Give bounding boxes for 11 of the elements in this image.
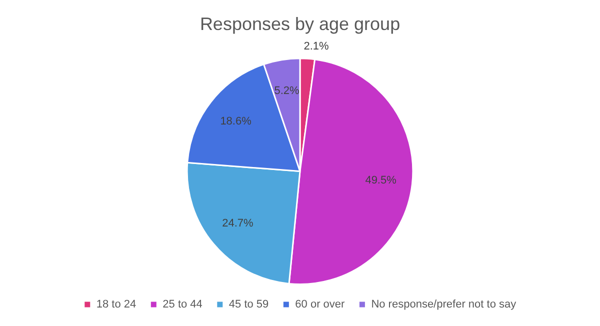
- legend-label: 45 to 59: [228, 298, 269, 311]
- data-label: 24.7%: [222, 218, 254, 230]
- data-label: 5.2%: [274, 85, 300, 98]
- data-label: 49.5%: [365, 174, 397, 187]
- legend-label: 25 to 44: [162, 298, 202, 311]
- legend-label: 60 or over: [295, 298, 346, 311]
- legend-label: 18 to 24: [96, 298, 136, 311]
- data-label: 18.6%: [220, 115, 252, 128]
- chart-title: Responses by age group: [200, 14, 400, 34]
- legend-label: No response/prefer not to say: [371, 298, 517, 311]
- data-label: 2.1%: [304, 40, 329, 53]
